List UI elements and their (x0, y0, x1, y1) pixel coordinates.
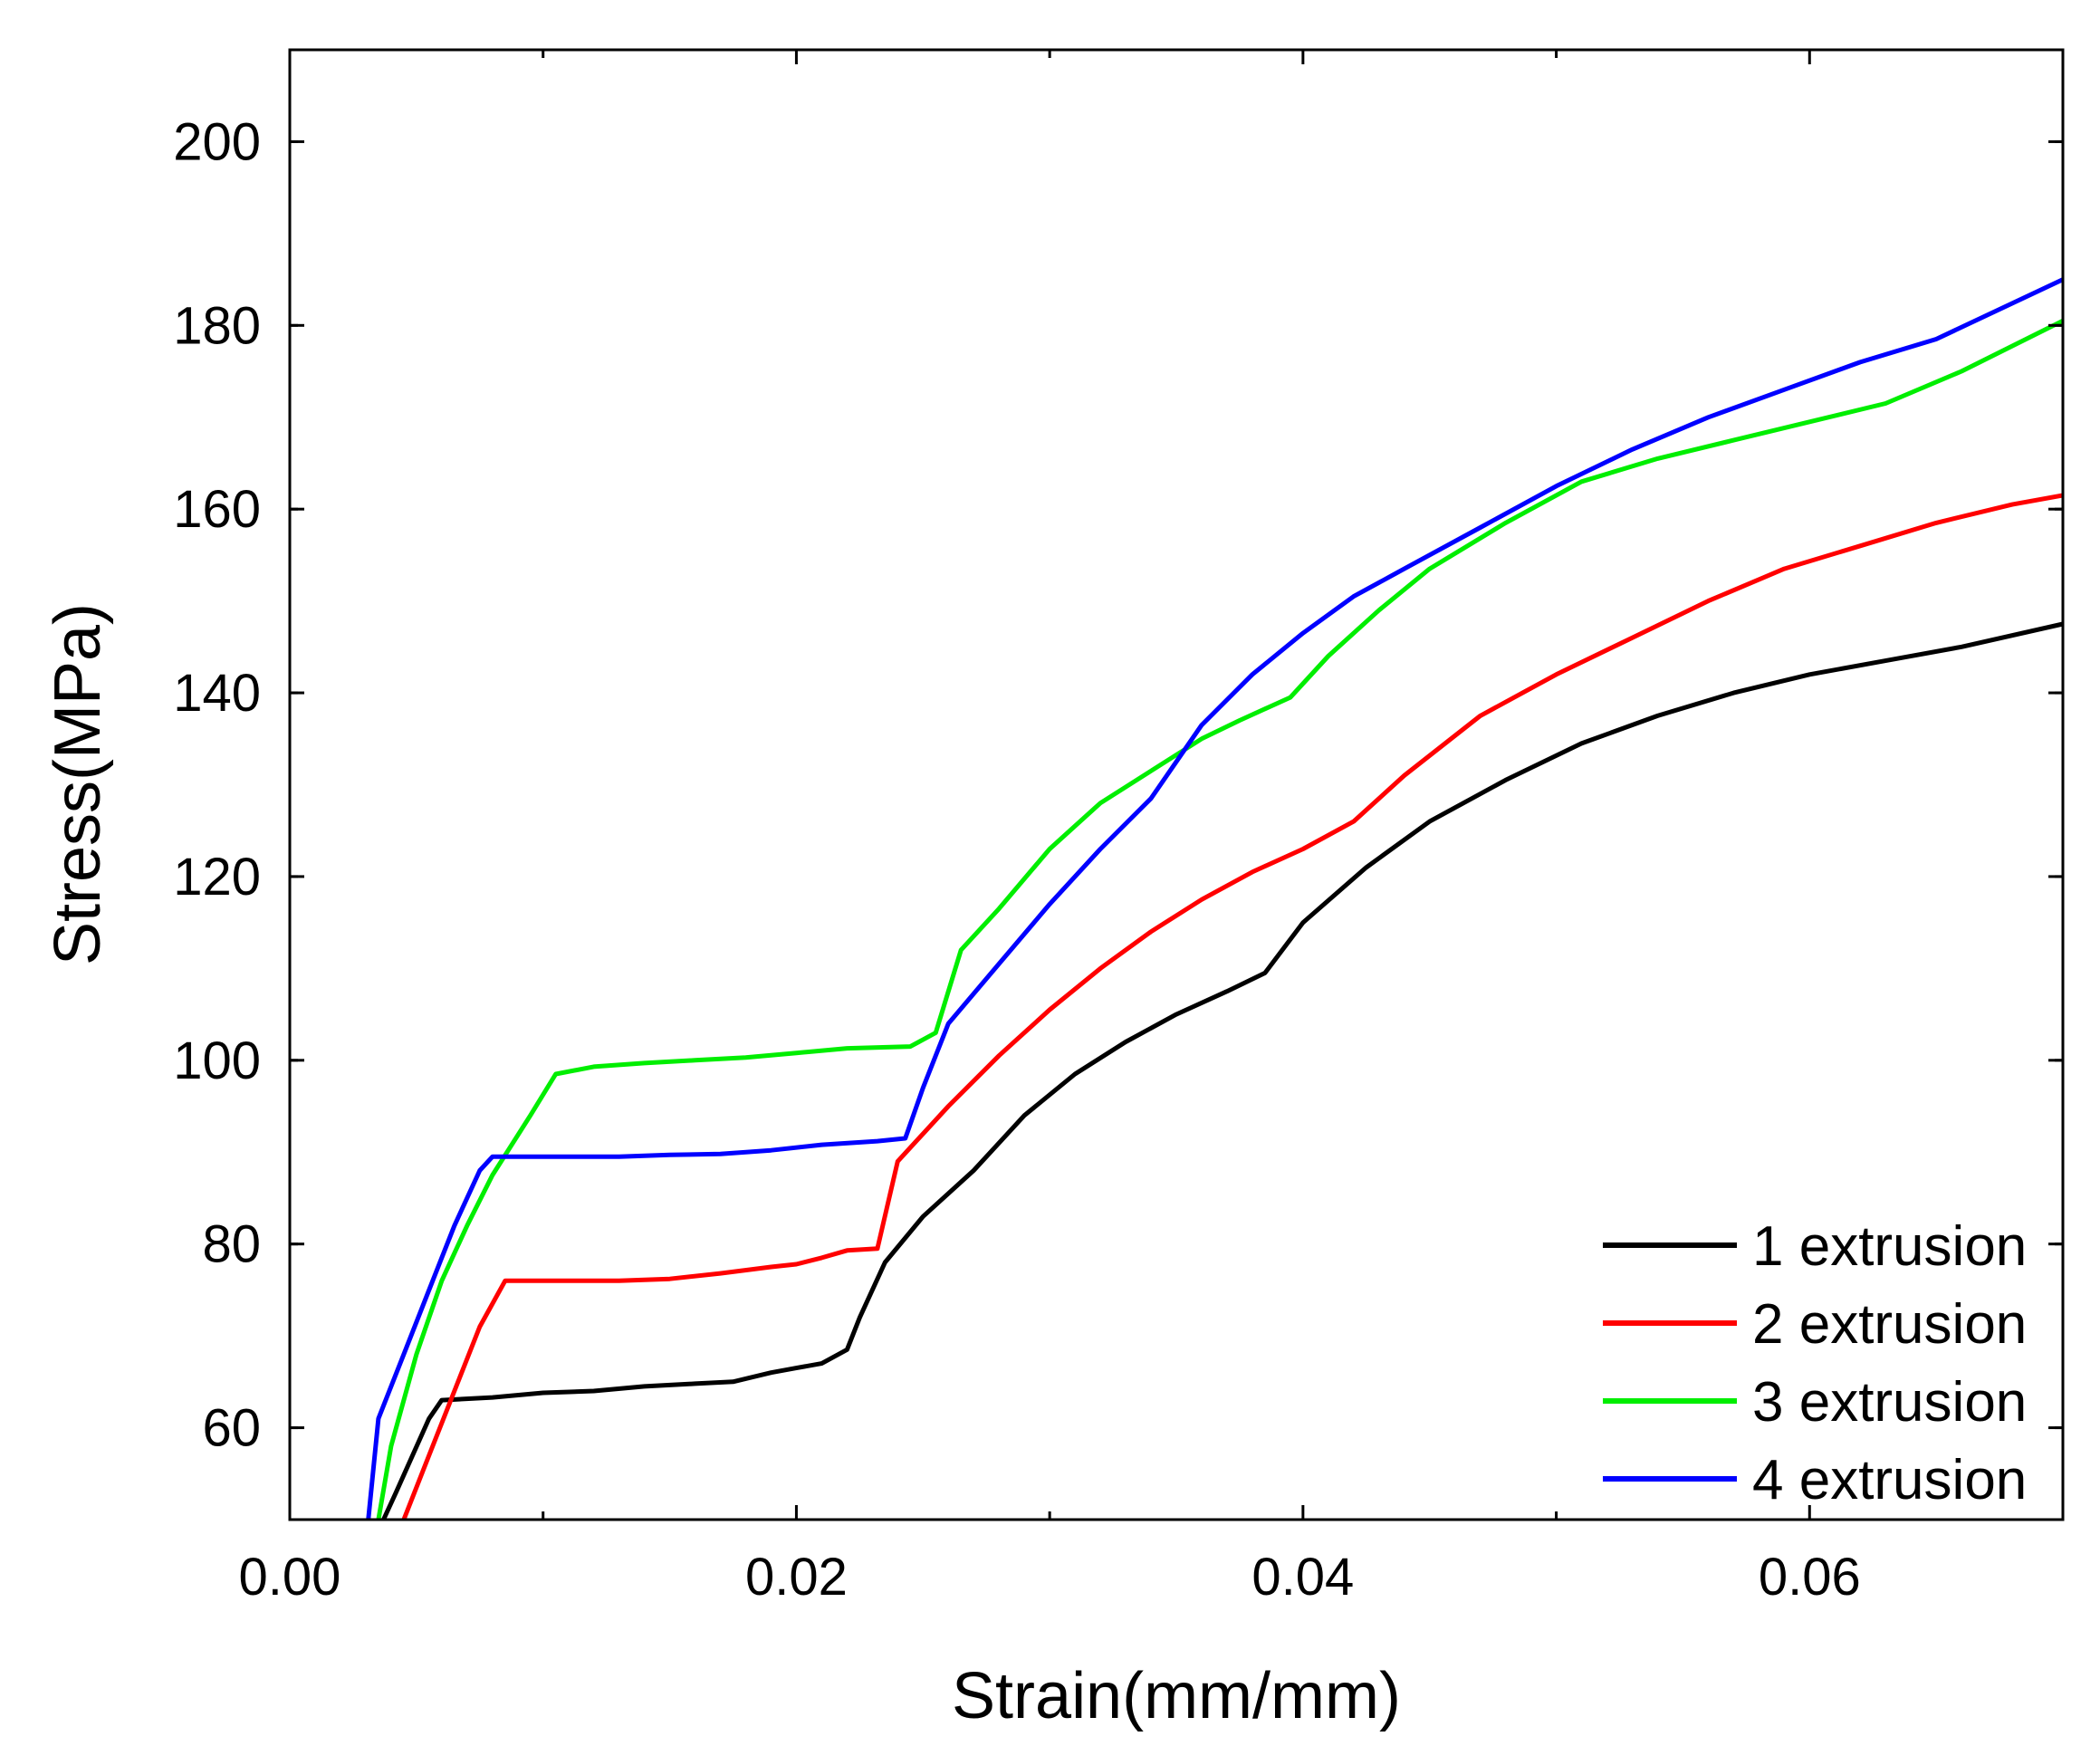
x-tick-label: 0.06 (1759, 1548, 1861, 1607)
legend-label-4: 4 extrusion (1752, 1449, 2027, 1511)
series-line-4 (366, 277, 2063, 1520)
y-tick-label: 160 (173, 480, 261, 539)
series-line-1 (381, 621, 2063, 1520)
legend-label-2: 2 extrusion (1752, 1293, 2027, 1356)
y-tick-label: 140 (173, 664, 261, 723)
plot-frame (288, 48, 2065, 1521)
legend: 1 extrusion 2 extrusion 3 extrusion 4 extru… (1603, 1215, 2027, 1511)
x-tick-label: 0.04 (1251, 1548, 1354, 1607)
x-tick-label: 0.00 (239, 1548, 341, 1607)
y-tick-label: 100 (173, 1031, 261, 1090)
series-line-3 (376, 318, 2063, 1520)
tick-layer: 0.00 0.02 0.04 0.06 60 80 100 120 140 160 180 200 (173, 50, 2063, 1607)
y-tick-label: 200 (173, 112, 261, 171)
series-layer (366, 277, 2063, 1520)
series-line-2 (401, 493, 2063, 1520)
y-tick-label: 120 (173, 848, 261, 907)
legend-label-1: 1 extrusion (1752, 1215, 2027, 1278)
legend-label-3: 3 extrusion (1752, 1371, 2027, 1434)
x-tick-label: 0.02 (745, 1548, 848, 1607)
y-tick-label: 60 (202, 1399, 261, 1458)
x-axis-title: Strain(mm/mm) (952, 1660, 1401, 1732)
y-axis-title: Stress(MPa) (42, 603, 114, 965)
y-tick-label: 80 (202, 1215, 261, 1274)
y-tick-label: 180 (173, 296, 261, 355)
